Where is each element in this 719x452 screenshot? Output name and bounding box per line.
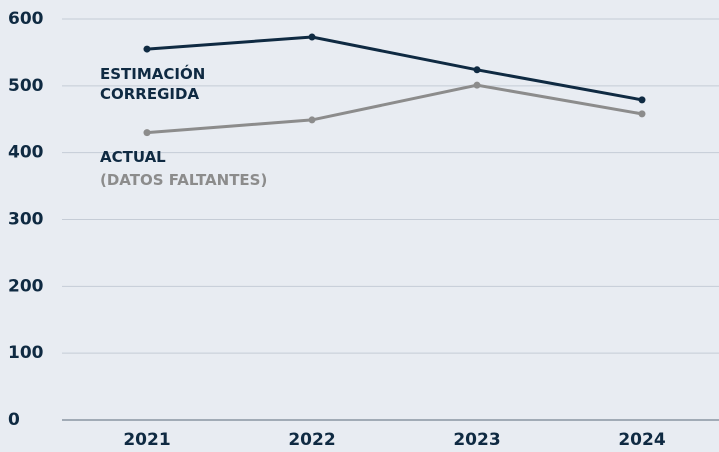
point [143, 45, 151, 53]
x-tick-label: 2023 [453, 430, 500, 450]
series-label: ESTIMACIÓN CORREGIDA [100, 65, 206, 103]
x-tick-label: 2021 [123, 430, 170, 450]
series-note: (DATOS FALTANTES) [100, 171, 268, 189]
series-line [146, 83, 643, 135]
point [308, 33, 316, 41]
point [473, 66, 481, 74]
point [143, 129, 151, 137]
y-tick-label: 100 [8, 343, 44, 363]
point [473, 81, 481, 89]
y-tick-label: 400 [8, 143, 44, 163]
x-tick-label: 2024 [618, 430, 665, 450]
x-tick-label: 2022 [288, 430, 335, 450]
y-tick-label: 200 [8, 276, 44, 296]
point [638, 96, 646, 104]
point [308, 116, 316, 124]
y-tick-label: 600 [8, 9, 44, 29]
point [638, 110, 646, 118]
series-line [146, 35, 643, 102]
y-tick-label: 300 [8, 210, 44, 230]
y-tick-label: 0 [8, 410, 20, 430]
series-label: ACTUAL [100, 148, 166, 166]
y-tick-label: 500 [8, 76, 44, 96]
